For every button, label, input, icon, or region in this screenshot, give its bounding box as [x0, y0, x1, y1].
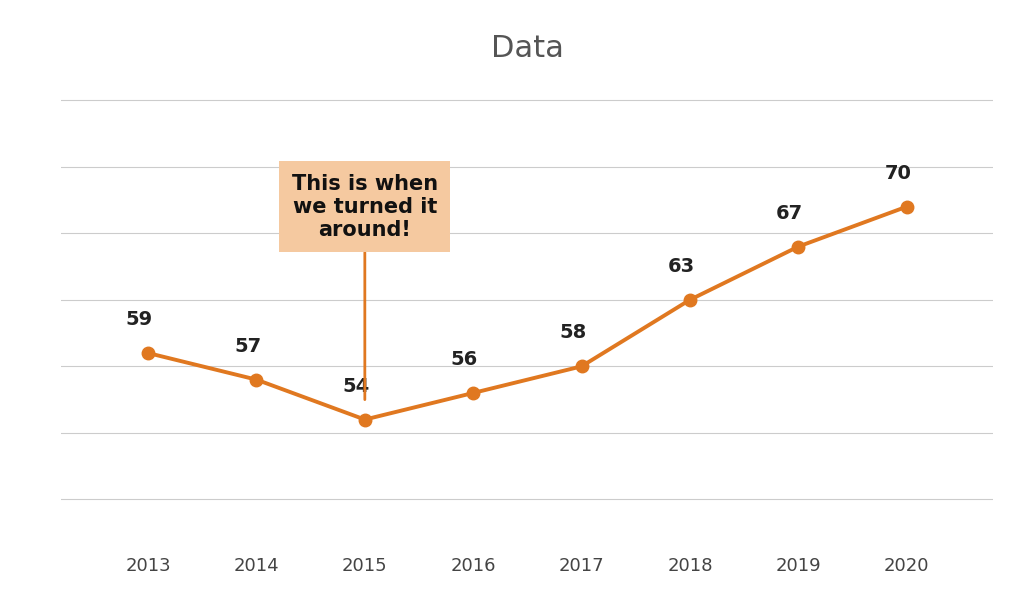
Text: This is when
we turned it
around!: This is when we turned it around! — [292, 174, 438, 400]
Text: 59: 59 — [126, 310, 153, 329]
Title: Data: Data — [490, 34, 564, 63]
Text: 63: 63 — [668, 257, 695, 276]
Text: 57: 57 — [234, 336, 261, 356]
Text: 67: 67 — [776, 204, 803, 223]
Text: 70: 70 — [885, 164, 911, 183]
Text: 56: 56 — [451, 350, 478, 369]
Text: 58: 58 — [559, 324, 587, 343]
Text: 54: 54 — [343, 376, 370, 395]
